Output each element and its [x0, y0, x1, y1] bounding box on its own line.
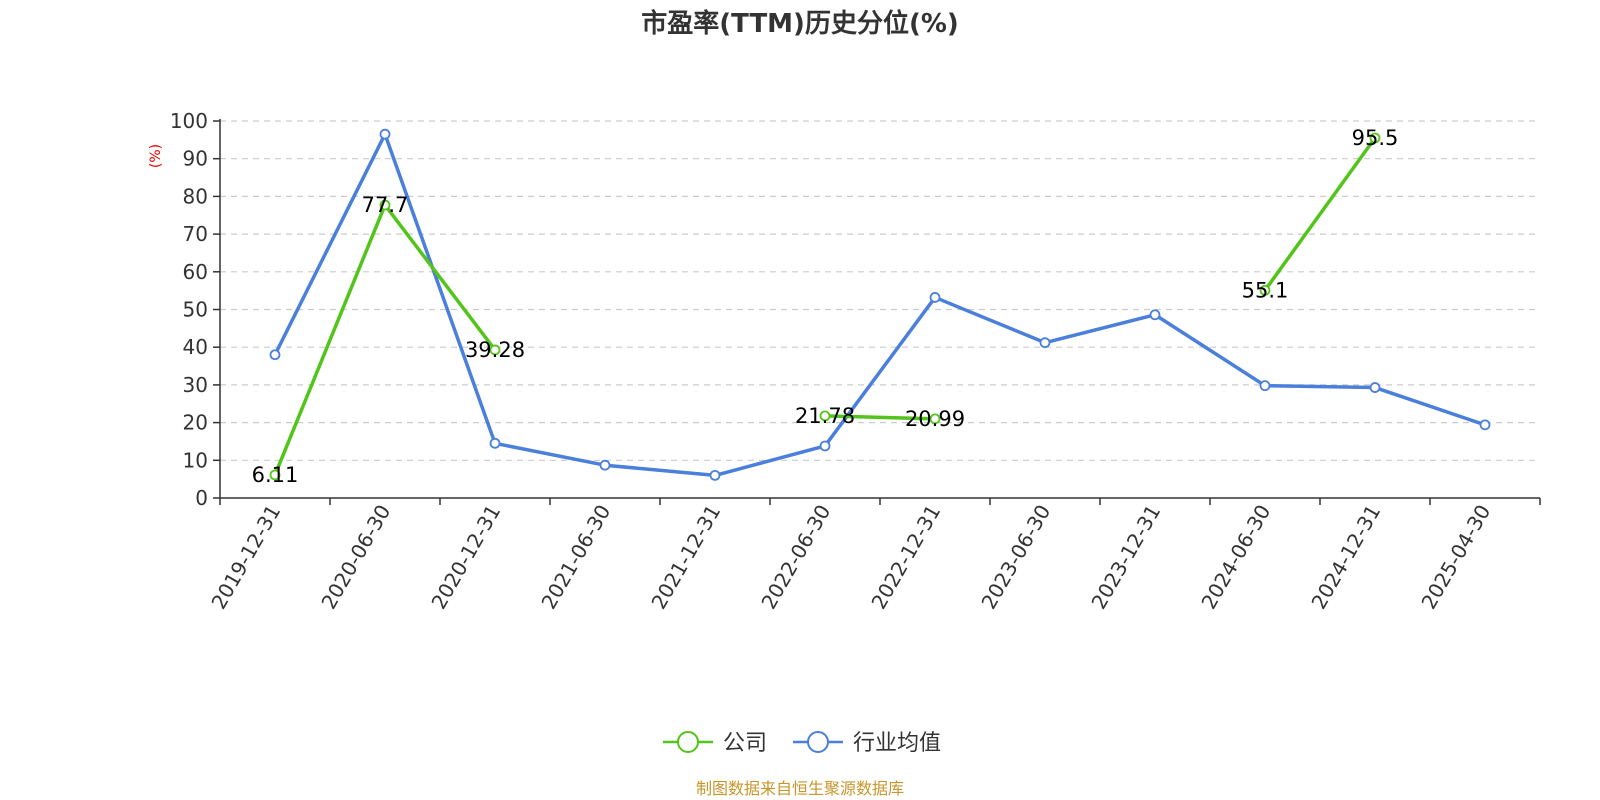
data-label: 21.78	[795, 404, 855, 428]
data-point[interactable]	[489, 344, 501, 356]
x-tick-label: 2022-12-31	[866, 501, 945, 614]
data-point[interactable]	[1259, 284, 1271, 296]
data-point[interactable]	[929, 292, 941, 303]
series-line-1	[273, 132, 1486, 478]
data-point[interactable]	[819, 410, 831, 422]
y-tick-label: 100	[170, 109, 208, 133]
x-tick-label: 2023-12-31	[1086, 501, 1165, 614]
y-axis-ticks: 0 10 20 30 40 50 60 70 80 90 100	[170, 109, 220, 510]
data-point[interactable]	[1039, 337, 1051, 349]
chart-title: 市盈率(TTM)历史分位(%)	[641, 8, 959, 39]
x-tick-label: 2020-12-31	[426, 501, 505, 614]
data-point[interactable]	[1479, 419, 1491, 431]
x-tick-label: 2025-04-30	[1416, 501, 1495, 614]
data-point[interactable]	[929, 413, 941, 425]
data-point[interactable]	[379, 199, 391, 211]
data-label: 6.11	[252, 463, 299, 487]
data-point[interactable]	[269, 469, 281, 481]
data-point[interactable]	[1149, 309, 1161, 321]
data-point[interactable]	[1369, 382, 1381, 393]
x-tick-label: 2022-06-30	[756, 501, 835, 614]
data-point[interactable]	[1259, 380, 1271, 392]
data-point[interactable]	[269, 349, 281, 361]
data-label: 20.99	[905, 407, 965, 431]
x-tick-label: 2019-12-31	[206, 501, 285, 614]
y-tick-label: 40	[183, 335, 208, 359]
data-point[interactable]	[489, 437, 501, 449]
y-tick-label: 60	[183, 260, 208, 284]
y-tick-label: 90	[183, 147, 208, 171]
series-line-0	[1263, 136, 1377, 292]
data-label: 39.28	[465, 338, 525, 362]
legend-label: 公司	[723, 731, 767, 756]
data-label: 77.7	[362, 193, 409, 217]
data-label: 55.1	[1242, 278, 1289, 302]
y-axis-label: (%)	[148, 144, 164, 168]
y-tick-label: 30	[183, 373, 208, 397]
y-tick-label: 20	[183, 411, 208, 435]
legend-item[interactable]: 公司	[663, 731, 767, 756]
series-line-0	[824, 414, 936, 421]
data-labels: 6.11 77.7 39.28 21.78 20.99 55.1 95.5	[252, 126, 1399, 487]
y-tick-label: 50	[183, 298, 208, 322]
legend-marker	[677, 731, 699, 753]
x-tick-label: 2023-06-30	[976, 501, 1055, 614]
legend-item[interactable]: 行业均值	[793, 731, 941, 756]
axes	[219, 119, 1540, 499]
x-tick-label: 2020-06-30	[316, 501, 395, 614]
x-axis-ticks: 2019-12-31 2020-06-30 2020-12-31 2021-06-30…	[206, 498, 1541, 614]
data-label: 95.5	[1352, 126, 1399, 150]
data-point[interactable]	[1369, 132, 1381, 144]
series-line-0	[273, 203, 497, 476]
x-tick-label: 2024-12-31	[1306, 501, 1385, 614]
legend[interactable]: 公司 行业均值	[663, 731, 941, 756]
data-point[interactable]	[379, 128, 391, 140]
grid-lines	[220, 120, 1540, 461]
series-lines	[273, 132, 1486, 478]
y-tick-label: 10	[183, 448, 208, 472]
y-tick-label: 0	[195, 486, 208, 510]
data-point[interactable]	[819, 440, 831, 452]
y-tick-label: 70	[183, 222, 208, 246]
x-tick-label: 2024-06-30	[1196, 501, 1275, 614]
x-tick-label: 2021-06-30	[536, 501, 615, 614]
legend-label: 行业均值	[853, 731, 941, 756]
x-tick-label: 2021-12-31	[646, 501, 725, 614]
data-point[interactable]	[709, 469, 721, 481]
legend-marker	[807, 731, 829, 753]
source-note: 制图数据来自恒生聚源数据库	[696, 779, 904, 798]
y-tick-label: 80	[183, 184, 208, 208]
series-points	[269, 128, 1491, 481]
data-point[interactable]	[599, 459, 611, 471]
